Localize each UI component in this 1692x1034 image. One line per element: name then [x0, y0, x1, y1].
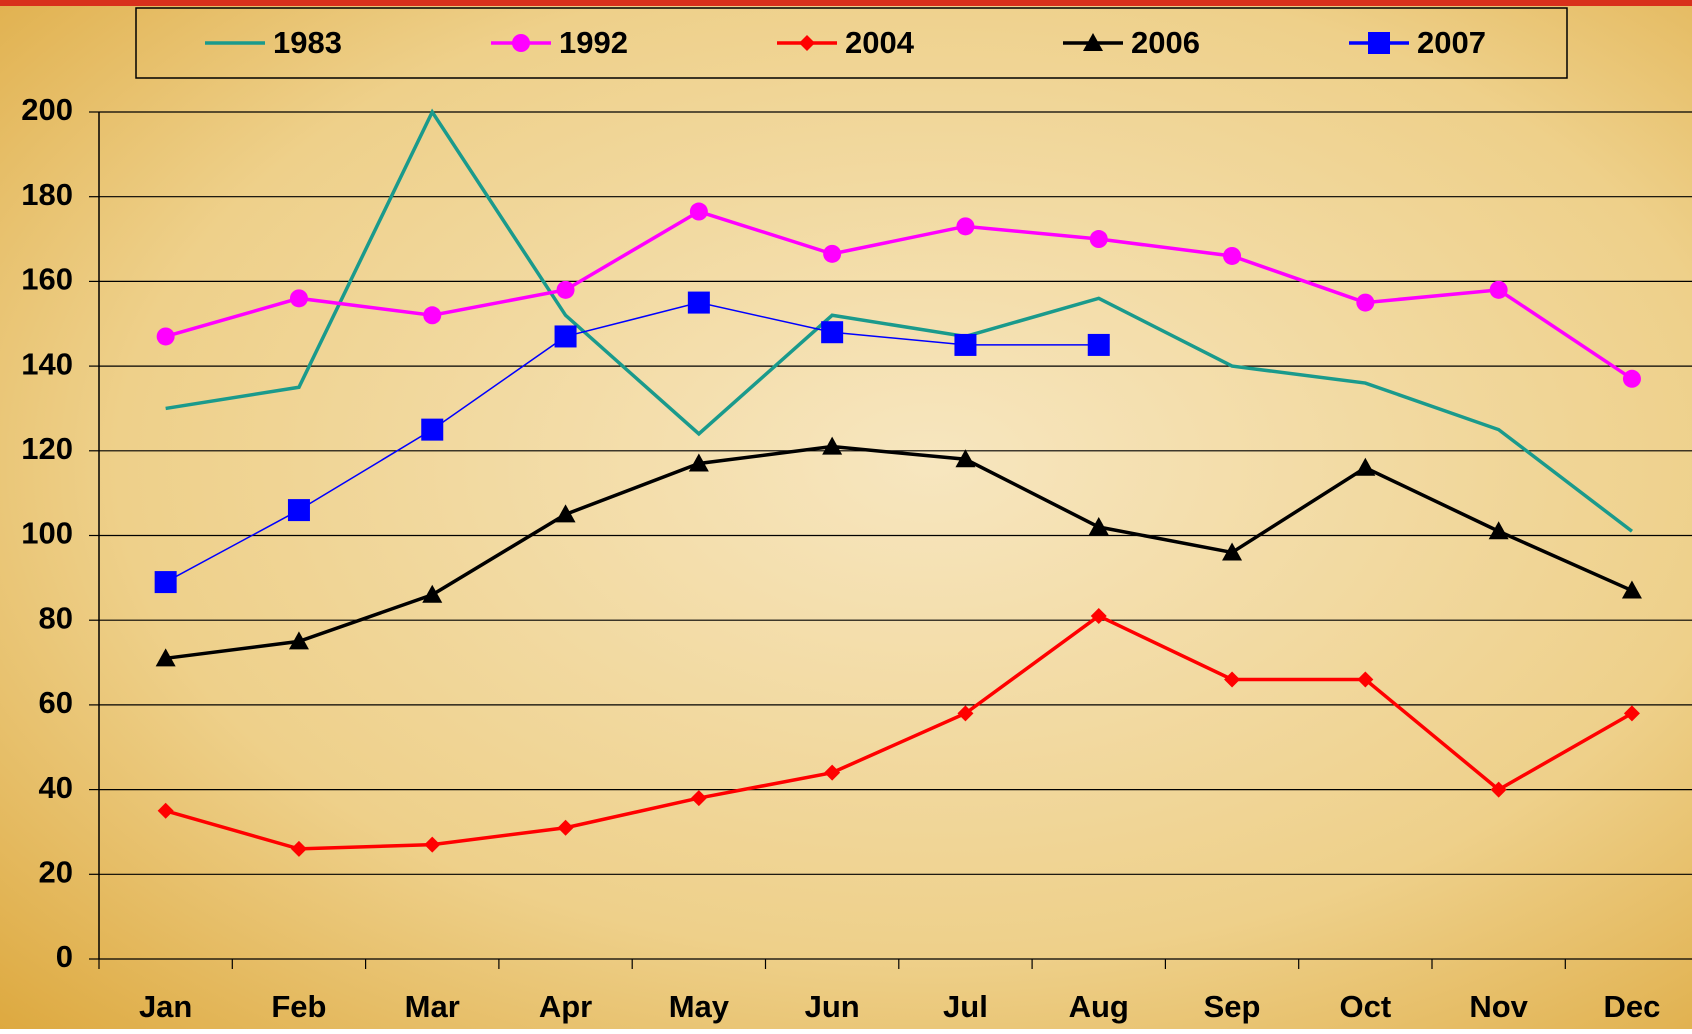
series-line — [165, 209, 1633, 381]
data-point — [1222, 542, 1243, 561]
y-tick-label: 0 — [56, 939, 73, 974]
data-point — [956, 217, 975, 236]
legend-label: 1983 — [273, 25, 342, 60]
x-tick-label: Nov — [1469, 989, 1528, 1024]
data-point — [1223, 246, 1242, 265]
data-point — [289, 289, 308, 308]
x-tick-label: Oct — [1340, 989, 1392, 1024]
legend-label: 2004 — [845, 25, 915, 60]
y-tick-label: 100 — [21, 516, 73, 551]
data-point — [1356, 293, 1375, 312]
y-tick-label: 80 — [39, 600, 73, 635]
data-point — [1088, 517, 1109, 536]
top-strip — [0, 0, 1692, 6]
legend-marker — [799, 35, 815, 51]
data-point — [554, 325, 577, 348]
data-point — [821, 321, 844, 344]
data-point — [1488, 521, 1509, 540]
legend-box — [135, 7, 1568, 79]
data-point — [287, 499, 310, 522]
x-tick-label: Sep — [1204, 989, 1261, 1024]
data-point — [557, 819, 574, 836]
y-tick-label: 200 — [21, 92, 73, 127]
data-point — [290, 840, 307, 857]
data-point — [957, 705, 974, 722]
x-tick-label: Jul — [943, 989, 988, 1024]
data-point — [1621, 580, 1642, 599]
data-point — [1489, 280, 1508, 299]
legend-marker — [1368, 32, 1390, 54]
data-point — [423, 306, 442, 325]
y-tick-label: 120 — [21, 431, 73, 466]
data-point — [824, 764, 841, 781]
y-tick-label: 40 — [39, 770, 73, 805]
y-tick-label: 160 — [21, 262, 73, 297]
data-point — [1089, 230, 1108, 249]
y-tick-label: 20 — [39, 854, 73, 889]
data-point — [1090, 607, 1107, 624]
legend-label: 1992 — [559, 25, 628, 60]
legend-marker — [1083, 33, 1103, 51]
data-point — [1490, 781, 1507, 798]
data-point — [288, 631, 309, 650]
series-line — [165, 301, 1099, 583]
data-point — [156, 327, 175, 346]
data-point — [1357, 671, 1374, 688]
data-point — [690, 790, 707, 807]
y-tick-label: 60 — [39, 685, 73, 720]
x-tick-label: Jun — [805, 989, 860, 1024]
x-tick-label: Feb — [271, 989, 326, 1024]
data-point — [422, 584, 443, 603]
data-point — [689, 202, 708, 221]
series-line — [165, 613, 1633, 851]
data-point — [155, 648, 176, 667]
legend-marker — [512, 34, 530, 52]
data-point — [555, 504, 576, 523]
data-point — [822, 436, 843, 455]
data-point — [1224, 671, 1241, 688]
legend-label: 2007 — [1417, 25, 1486, 60]
x-tick-label: Dec — [1604, 989, 1661, 1024]
data-point — [157, 802, 174, 819]
data-point — [424, 836, 441, 853]
x-tick-label: Apr — [539, 989, 592, 1024]
data-point — [823, 244, 842, 263]
x-tick-label: May — [669, 989, 730, 1024]
legend-label: 2006 — [1131, 25, 1200, 60]
data-point — [1355, 457, 1376, 476]
data-point — [1087, 333, 1110, 356]
x-tick-label: Aug — [1069, 989, 1129, 1024]
x-tick-label: Mar — [405, 989, 460, 1024]
data-point — [421, 418, 444, 441]
series-line — [165, 108, 1634, 533]
data-point — [556, 280, 575, 299]
data-point — [1623, 705, 1640, 722]
data-point — [687, 291, 710, 314]
data-point — [955, 449, 976, 468]
series-line — [165, 444, 1633, 661]
data-point — [1622, 369, 1641, 388]
data-point — [688, 453, 709, 472]
x-tick-label: Jan — [139, 989, 192, 1024]
data-point — [954, 333, 977, 356]
data-point — [154, 571, 177, 594]
y-tick-label: 140 — [21, 346, 73, 381]
y-tick-label: 180 — [21, 177, 73, 212]
